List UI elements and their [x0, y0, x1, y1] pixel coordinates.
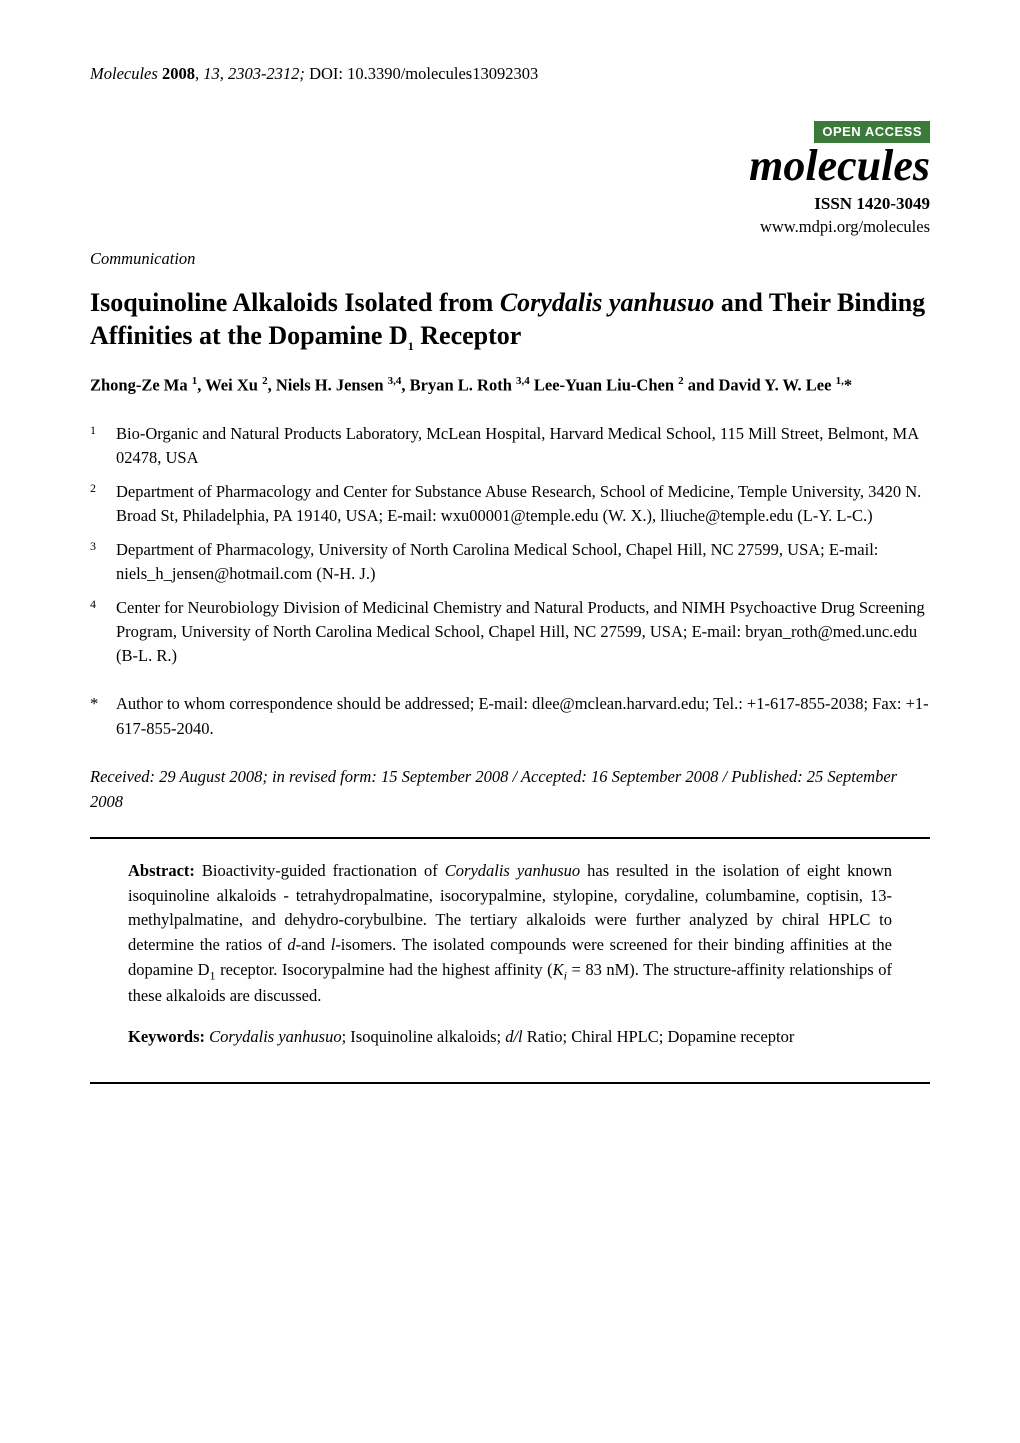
keywords-sep1: ; Isoquinoline alkaloids;: [342, 1027, 506, 1046]
article-type: Communication: [90, 247, 930, 270]
citation-header: Molecules 2008, 13, 2303-2312; DOI: 10.3…: [90, 62, 930, 85]
open-access-badge: OPEN ACCESS: [814, 121, 930, 143]
volume-pages: , 13, 2303-2312;: [195, 64, 309, 83]
affiliation-item: 1Bio-Organic and Natural Products Labora…: [90, 422, 930, 470]
affiliation-text: Center for Neurobiology Division of Medi…: [116, 596, 930, 668]
title-tail: Receptor: [414, 321, 522, 350]
keywords-label: Keywords:: [128, 1027, 205, 1046]
affiliation-item: 2Department of Pharmacology and Center f…: [90, 480, 930, 528]
article-title: Isoquinoline Alkaloids Isolated from Cor…: [90, 286, 930, 356]
affiliation-text: Bio-Organic and Natural Products Laborat…: [116, 422, 930, 470]
brand-block: OPEN ACCESS molecules ISSN 1420-3049 www…: [90, 121, 930, 238]
article-dates: Received: 29 August 2008; in revised for…: [90, 765, 930, 815]
abstract-label: Abstract:: [128, 861, 195, 880]
affiliation-number: 3: [90, 538, 116, 586]
abstract-species: Corydalis yanhusuo: [445, 861, 580, 880]
affiliation-text: Department of Pharmacology, University o…: [116, 538, 930, 586]
abstract-paragraph: Abstract: Bioactivity-guided fractionati…: [128, 859, 892, 1009]
abstract-ki: K: [553, 960, 564, 979]
affiliation-text: Department of Pharmacology and Center fo…: [116, 480, 930, 528]
rule-bottom: [90, 1082, 930, 1084]
affiliation-item: 3Department of Pharmacology, University …: [90, 538, 930, 586]
correspondence-text: Author to whom correspondence should be …: [116, 692, 930, 742]
journal-year: 2008: [162, 64, 195, 83]
authors-line: Zhong-Ze Ma 1, Wei Xu 2, Niels H. Jensen…: [90, 373, 930, 398]
title-species: Corydalis yanhusuo: [500, 288, 715, 317]
affiliation-number: 4: [90, 596, 116, 668]
keywords-species: Corydalis yanhusuo: [209, 1027, 341, 1046]
abstract-block: Abstract: Bioactivity-guided fractionati…: [90, 839, 930, 1082]
abstract-mid4: receptor. Isocorypalmine had the highest…: [216, 960, 553, 979]
keywords-paragraph: Keywords: Corydalis yanhusuo; Isoquinoli…: [128, 1025, 892, 1050]
title-pre: Isoquinoline Alkaloids Isolated from: [90, 288, 500, 317]
affiliations-list: 1Bio-Organic and Natural Products Labora…: [90, 422, 930, 667]
journal-name: Molecules: [90, 64, 158, 83]
affiliation-item: 4Center for Neurobiology Division of Med…: [90, 596, 930, 668]
keywords-tail: Ratio; Chiral HPLC; Dopamine receptor: [523, 1027, 795, 1046]
keywords-dl: d/l: [505, 1027, 522, 1046]
correspondence: * Author to whom correspondence should b…: [90, 692, 930, 742]
affiliation-number: 2: [90, 480, 116, 528]
affiliation-number: 1: [90, 422, 116, 470]
brand-url: www.mdpi.org/molecules: [90, 215, 930, 238]
brand-name: molecules: [90, 143, 930, 189]
abstract-mid2: -and: [296, 935, 331, 954]
correspondence-star: *: [90, 692, 116, 742]
abstract-pre: Bioactivity-guided fractionation of: [195, 861, 445, 880]
doi: DOI: 10.3390/molecules13092303: [309, 64, 538, 83]
abstract-d: d: [287, 935, 295, 954]
issn-label: ISSN 1420-3049: [90, 192, 930, 216]
